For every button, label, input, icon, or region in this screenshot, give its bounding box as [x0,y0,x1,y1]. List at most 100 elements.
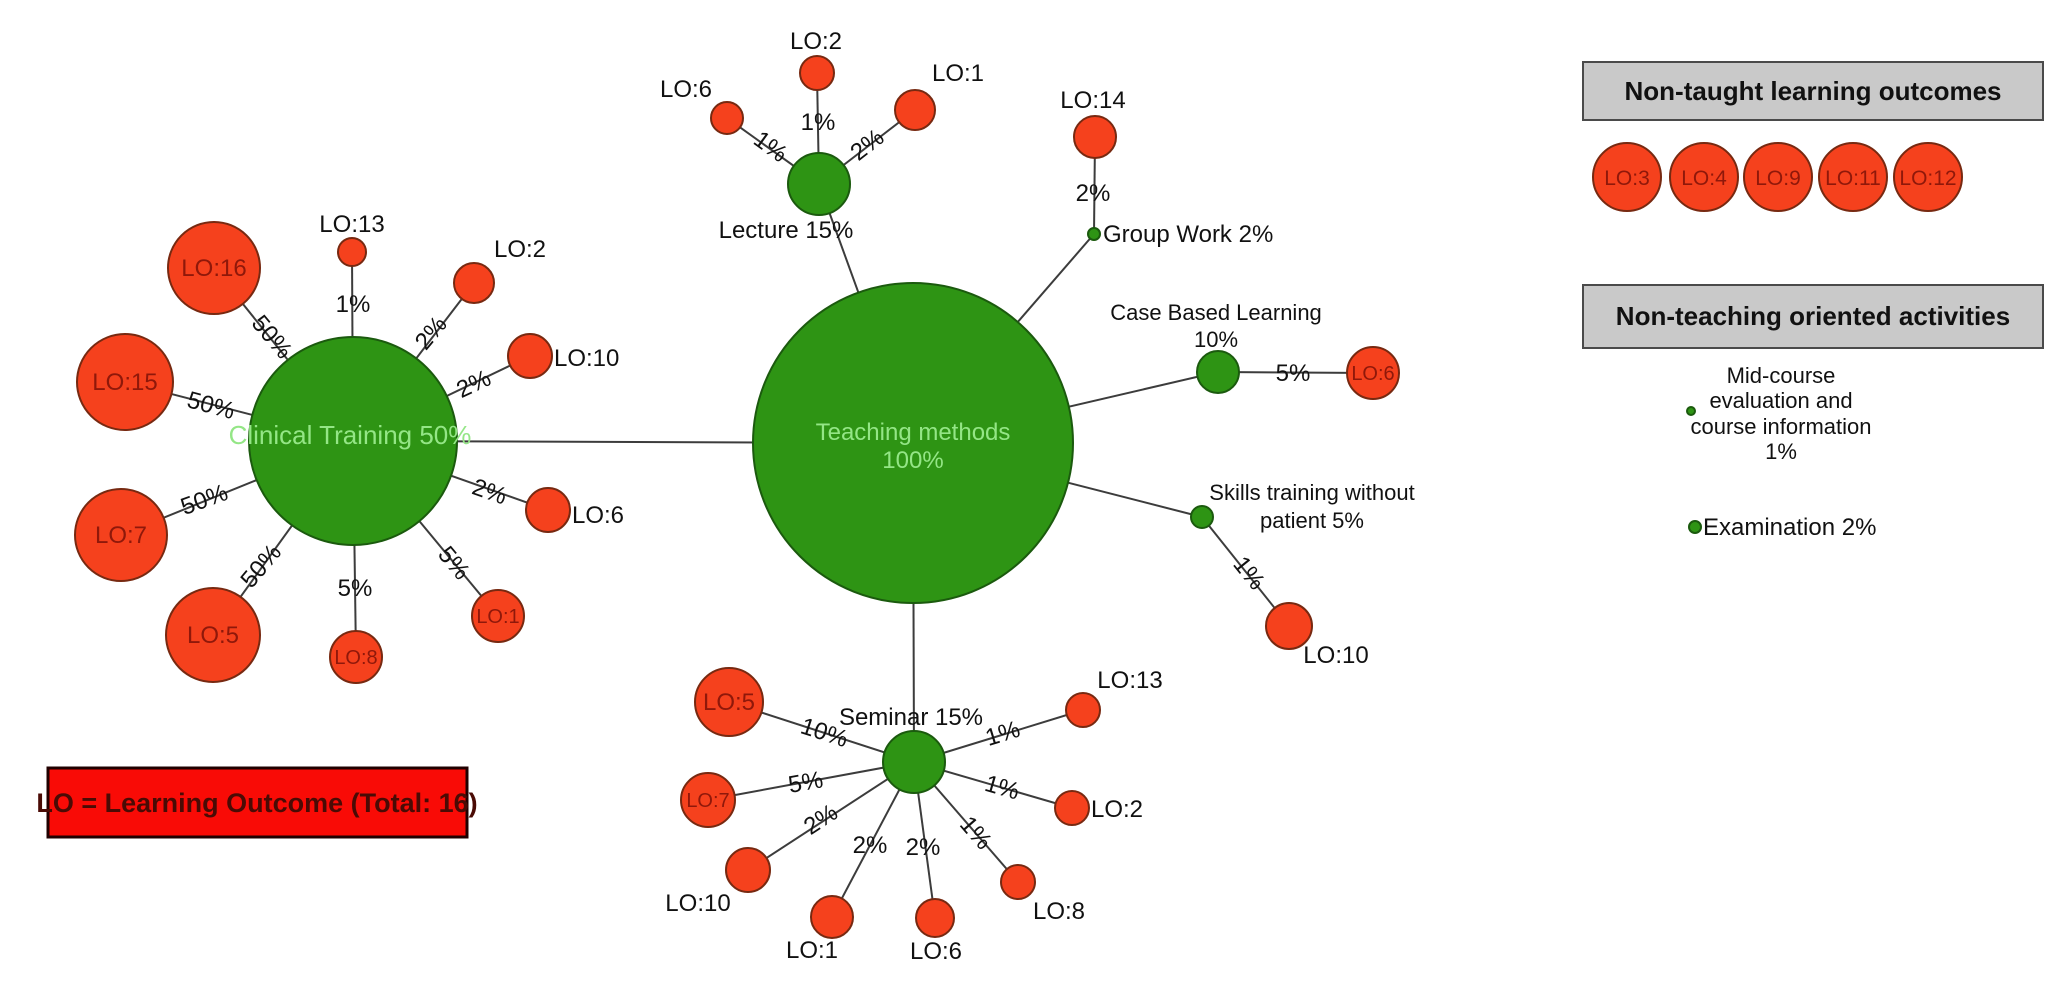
lo12-legend-node [1893,142,1963,212]
lo1-clinical-node [471,589,525,643]
lo7-seminar-label: LO:7 [686,790,729,812]
lo9-legend-label: LO:9 [1755,167,1801,190]
pct-clinical-lo5: 50% [235,539,287,593]
lo1-seminar-label: LO:1 [786,937,838,964]
edge-seminar-lo7 [707,761,915,801]
pct-seminar-lo7: 5% [786,766,825,799]
method-nodes [248,152,1240,794]
case-based-node [1196,350,1240,394]
lo6-seminar-node [915,898,955,938]
lo13-clinical-label: LO:13 [319,211,384,238]
pct-seminar-lo6: 2% [906,834,941,861]
lo6-seminar-label: LO:6 [910,938,962,965]
lo1-clinical-label: LO:1 [476,606,519,628]
midcourse-label-line4: 1% [1765,439,1797,464]
lo13-seminar-label: LO:13 [1097,667,1162,694]
legend-non-taught-title: Non-taught learning outcomes [1625,76,2002,106]
lo5-clinical-label: LO:5 [187,622,239,649]
lo7-seminar-node [680,772,736,828]
note-box [46,766,469,839]
midcourse-label-line1: Mid-course [1727,363,1836,388]
lo2-clinical-node [453,262,495,304]
note-text: LO = Learning Outcome (Total: 16) [36,788,477,818]
seminar-node [882,730,946,794]
note-box-group: LO = Learning Outcome (Total: 16) [36,766,478,839]
lo1-lecture-label: LO:1 [932,60,984,87]
lo11-legend-node [1818,142,1888,212]
pct-lecture-lo1: 2% [845,124,889,167]
pct-seminar-lo10: 2% [799,799,843,841]
legend-activities-header-box [1582,284,2044,349]
midcourse-node [1686,406,1696,416]
lo5-seminar-label: LO:5 [703,689,755,716]
lo4-legend-label: LO:4 [1681,167,1727,190]
lo10-clinical-node [507,333,553,379]
lo6-clinical-label: LO:6 [572,502,624,529]
lo13-seminar-node [1065,692,1101,728]
lo10-clinical-label: LO:10 [554,345,619,372]
lo3-legend-label: LO:3 [1604,167,1650,190]
lo10-skills-node [1265,602,1313,650]
lecture-node [787,152,851,216]
teaching-methods-label-line1: Teaching methods [816,419,1011,446]
pct-seminar-lo1: 2% [853,832,888,859]
pct-seminar-lo13: 1% [982,716,1023,752]
lo2-lecture-node [799,55,835,91]
seminar-label: Seminar 15% [839,704,983,731]
lo6-casebased-node [1346,346,1400,400]
lo8-clinical-node [329,630,383,684]
skills-training-node [1190,505,1214,529]
lo2-lecture-label: LO:2 [790,28,842,55]
pct-clinical-lo10: 2% [452,365,495,404]
lo8-clinical-label: LO:8 [334,647,377,669]
lo9-legend-node [1743,142,1813,212]
lo2-clinical-label: LO:2 [494,236,546,263]
legend-activities-title: Non-teaching oriented activities [1616,301,2010,331]
examination-label: Examination 2% [1703,514,1876,541]
lo8-seminar-label: LO:8 [1033,898,1085,925]
pct-casebased-lo6: 5% [1276,360,1311,387]
lo4-legend-node [1669,142,1739,212]
lo14-groupwork-node [1073,115,1117,159]
legend-activities: Non-teaching oriented activities Mid-cou… [1582,284,2044,541]
lo3-legend-node [1592,142,1662,212]
clinical-training-node [248,336,458,546]
lecture-label: Lecture 15% [719,217,854,244]
lo5-clinical-node [165,587,261,683]
teaching-methods-node [752,282,1074,604]
lo15-clinical-label: LO:15 [92,369,157,396]
lo15-clinical-node [76,333,174,431]
lo6-casebased-label: LO:6 [1351,363,1394,385]
skills-label-line2: patient 5% [1260,508,1364,533]
lo6-lecture-node [710,101,744,135]
case-based-label-line1: Case Based Learning [1110,300,1322,325]
lo6-clinical-node [525,487,571,533]
pct-clinical-lo15: 50% [184,386,237,425]
group-work-node [1087,227,1101,241]
lo7-clinical-node [74,488,168,582]
lo10-skills-label: LO:10 [1303,642,1368,669]
lo10-seminar-node [725,847,771,893]
skills-label-line1: Skills training without [1209,480,1414,505]
lo-nodes [74,55,1400,939]
legend-non-taught: Non-taught learning outcomes LO:3 LO:4 L… [1582,61,2044,212]
lo2-seminar-label: LO:2 [1091,796,1143,823]
lo16-clinical-label: LO:16 [181,255,246,282]
midcourse-label-line2: evaluation and [1709,388,1852,413]
pct-seminar-lo8: 1% [954,811,997,855]
lo11-legend-label: LO:11 [1825,167,1881,190]
pct-clinical-lo6: 2% [469,473,511,510]
edge-seminar-lo10 [747,761,915,871]
pct-seminar-lo2: 1% [982,770,1023,806]
pct-clinical-lo7: 50% [177,479,231,521]
pct-clinical-lo1: 5% [432,541,475,585]
group-work-label: Group Work 2% [1103,221,1273,248]
pct-lecture-lo2: 1% [801,109,836,136]
pct-lecture-lo6: 1% [748,126,792,168]
lo6-lecture-label: LO:6 [660,76,712,103]
legend-non-taught-header-box [1582,61,2044,121]
clinical-training-label: Clinical Training 50% [229,420,472,450]
lo8-seminar-node [1000,864,1036,900]
